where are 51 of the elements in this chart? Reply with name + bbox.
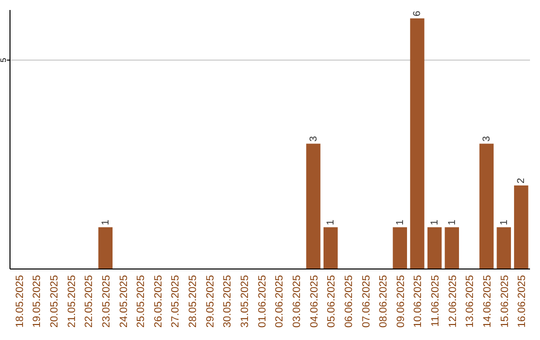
x-tick-label: 06.06.2025 — [342, 274, 355, 328]
x-tick-label: 10.06.2025 — [412, 274, 424, 328]
bar — [444, 227, 459, 269]
x-tick-label: 20.05.2025 — [48, 274, 60, 328]
x-tick-label: 28.05.2025 — [187, 274, 200, 328]
data-label: 1 — [446, 219, 458, 226]
bar — [496, 227, 511, 269]
data-label: 1 — [326, 219, 337, 226]
data-label: 6 — [412, 10, 424, 16]
bar — [306, 144, 320, 269]
x-tick-label: 27.05.2025 — [170, 274, 182, 328]
data-label: 3 — [308, 136, 320, 142]
bar — [98, 227, 113, 269]
data-label: 1 — [394, 219, 406, 226]
bar — [324, 227, 338, 269]
x-tick-label: 07.06.2025 — [360, 274, 372, 328]
y-tick-label: 5 — [0, 57, 8, 62]
x-tick-label: 21.05.2025 — [66, 274, 78, 328]
data-label: 3 — [482, 136, 493, 142]
x-tick-label: 14.06.2025 — [482, 274, 494, 328]
x-tick-label: 05.06.2025 — [326, 274, 338, 328]
data-label: 1 — [498, 219, 510, 226]
x-tick-label: 04.06.2025 — [308, 274, 320, 328]
x-tick-label: 18.05.2025 — [14, 274, 26, 328]
x-tick-label: 03.06.2025 — [290, 274, 303, 328]
x-tick-label: 09.06.2025 — [394, 274, 407, 328]
data-label: 1 — [430, 219, 441, 226]
x-tick-label: 19.05.2025 — [31, 274, 44, 328]
x-tick-label: 29.05.2025 — [204, 274, 216, 328]
x-tick-label: 31.05.2025 — [239, 274, 252, 328]
bar — [427, 227, 442, 269]
x-tick-label: 30.05.2025 — [222, 274, 234, 328]
x-tick-label: 22.05.2025 — [83, 274, 96, 328]
x-tick-label: 23.05.2025 — [100, 274, 112, 328]
x-tick-label: 26.05.2025 — [152, 274, 164, 328]
x-tick-label: 16.06.2025 — [516, 274, 528, 328]
bar — [479, 144, 494, 269]
data-label: 1 — [100, 219, 112, 226]
x-tick-label: 13.06.2025 — [464, 274, 476, 328]
x-tick-label: 08.06.2025 — [378, 274, 390, 328]
x-tick-label: 15.06.2025 — [498, 274, 511, 328]
x-tick-label: 12.06.2025 — [446, 274, 459, 328]
x-tick-label: 01.06.2025 — [256, 274, 268, 328]
bar — [392, 227, 408, 269]
x-tick-label: 24.05.2025 — [118, 274, 130, 328]
x-tick-label: 11.06.2025 — [430, 274, 442, 327]
x-tick-label: 02.06.2025 — [274, 274, 286, 328]
bar — [514, 185, 528, 269]
data-label: 2 — [516, 177, 528, 184]
x-tick-label: 25.05.2025 — [135, 274, 148, 328]
bar — [410, 18, 424, 269]
